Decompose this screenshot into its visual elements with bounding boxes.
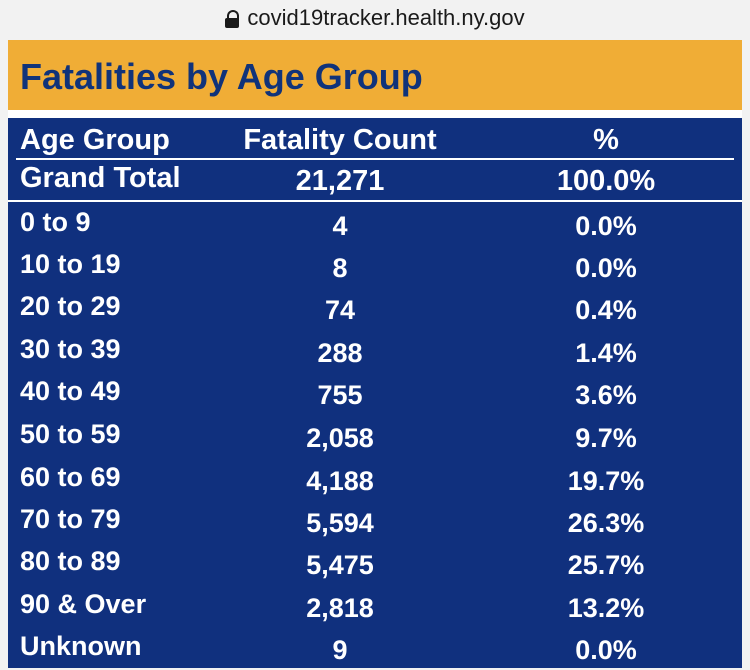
table-row: 60 to 69 4,188 19.7% [8, 457, 742, 497]
address-bar[interactable]: covid19tracker.health.ny.gov [0, 0, 750, 36]
table-row: 20 to 29 74 0.4% [8, 286, 742, 326]
panel-title: Fatalities by Age Group [20, 56, 423, 97]
table-row: 50 to 59 2,058 9.7% [8, 414, 742, 454]
table-header-row: Age Group Fatality Count % [8, 120, 742, 160]
table-row: 10 to 19 8 0.0% [8, 244, 742, 284]
header-age-group: Age Group [20, 124, 170, 156]
lock-icon [225, 10, 240, 28]
grand-total-row: Grand Total 21,271 100.0% [8, 158, 742, 198]
url-text: covid19tracker.health.ny.gov [247, 5, 525, 30]
age-group-cell: Unknown [20, 631, 142, 661]
table-row: 80 to 89 5,475 25.7% [8, 541, 742, 581]
total-label: Grand Total [20, 162, 181, 194]
age-group-cell: 0 to 9 [20, 207, 91, 237]
age-group-cell: 10 to 19 [20, 249, 121, 279]
fatalities-panel: Fatalities by Age Group Age Group Fatali… [8, 40, 742, 668]
total-divider [8, 200, 742, 202]
table-row: 0 to 9 4 0.0% [8, 202, 742, 242]
fatalities-table: Age Group Fatality Count % Grand Total 2… [8, 118, 742, 668]
age-group-cell: 70 to 79 [20, 504, 121, 534]
age-group-cell: 20 to 29 [20, 291, 121, 321]
table-row: 70 to 79 5,594 26.3% [8, 499, 742, 539]
table-row: 90 & Over 2,818 13.2% [8, 584, 742, 624]
title-bar: Fatalities by Age Group [8, 40, 742, 110]
age-group-cell: 30 to 39 [20, 334, 121, 364]
table-row: 30 to 39 288 1.4% [8, 329, 742, 369]
header-divider [16, 158, 734, 160]
table-row: 40 to 49 755 3.6% [8, 371, 742, 411]
age-group-cell: 80 to 89 [20, 546, 121, 576]
age-group-cell: 40 to 49 [20, 376, 121, 406]
age-group-cell: 90 & Over [20, 589, 147, 619]
age-group-cell: 50 to 59 [20, 419, 121, 449]
age-group-cell: 60 to 69 [20, 462, 121, 492]
table-row: Unknown 9 0.0% [8, 626, 742, 666]
